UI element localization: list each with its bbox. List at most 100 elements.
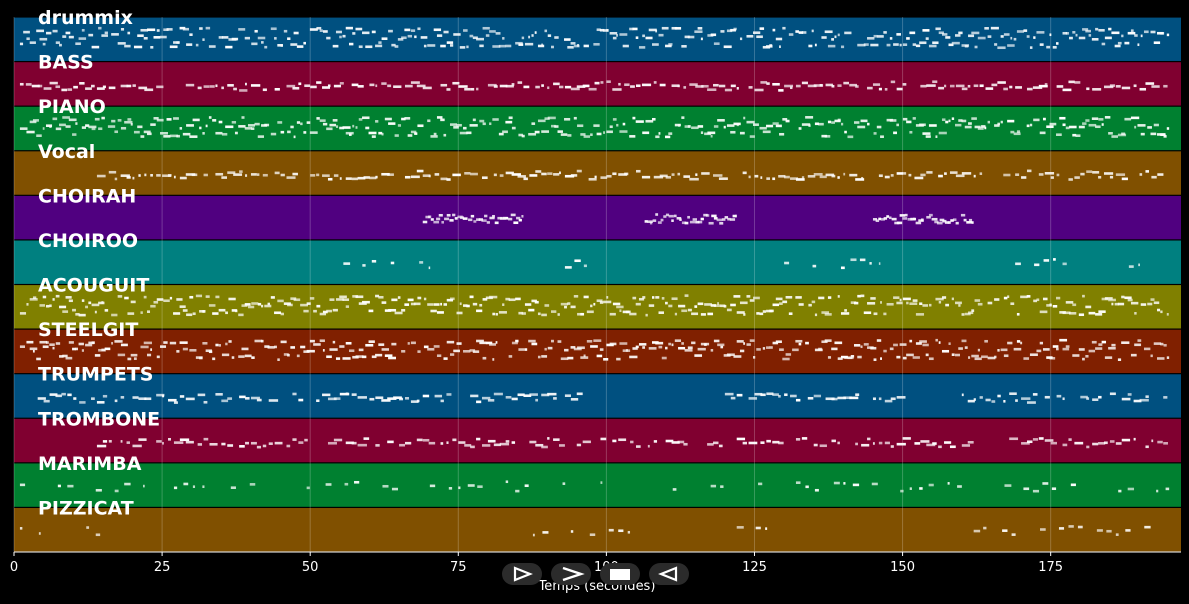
note xyxy=(292,392,297,396)
note xyxy=(487,399,495,402)
note xyxy=(981,125,986,128)
note xyxy=(72,347,77,351)
note xyxy=(860,294,865,298)
note xyxy=(678,124,681,127)
note xyxy=(208,45,216,48)
note xyxy=(348,133,352,136)
note xyxy=(150,348,153,351)
note xyxy=(928,483,934,487)
note xyxy=(91,84,95,88)
note xyxy=(1015,86,1023,89)
note xyxy=(596,28,601,32)
note xyxy=(908,173,912,177)
note xyxy=(713,83,719,87)
note xyxy=(274,311,282,315)
note xyxy=(55,394,62,398)
note xyxy=(912,299,918,302)
note xyxy=(1078,125,1085,129)
note xyxy=(695,85,704,88)
note xyxy=(687,346,693,350)
note xyxy=(300,345,306,349)
note xyxy=(111,313,118,317)
note xyxy=(834,341,843,345)
note xyxy=(169,45,178,49)
note xyxy=(335,125,339,128)
note xyxy=(1160,310,1163,314)
note xyxy=(280,173,285,177)
note xyxy=(1088,311,1096,315)
stop-button[interactable] xyxy=(600,563,640,585)
note xyxy=(369,83,375,87)
note xyxy=(212,357,216,361)
note xyxy=(286,176,296,179)
note xyxy=(375,84,378,88)
note xyxy=(857,125,866,129)
note xyxy=(225,311,228,315)
note xyxy=(909,487,912,490)
note xyxy=(807,84,817,88)
note xyxy=(521,134,525,138)
note xyxy=(873,312,878,316)
note xyxy=(327,441,337,445)
note xyxy=(94,354,101,357)
note xyxy=(684,349,693,352)
note xyxy=(941,296,947,299)
note xyxy=(163,135,171,138)
note xyxy=(456,123,462,127)
note xyxy=(813,173,823,176)
note xyxy=(98,26,102,30)
note xyxy=(1101,42,1106,46)
play-button[interactable] xyxy=(502,563,542,585)
note xyxy=(831,439,836,443)
note xyxy=(671,441,680,444)
note xyxy=(1104,297,1113,300)
note xyxy=(55,342,61,345)
forward-button[interactable] xyxy=(551,563,591,585)
note xyxy=(766,346,770,349)
note xyxy=(120,126,127,130)
note xyxy=(484,214,488,218)
note xyxy=(511,83,515,86)
note xyxy=(453,33,461,36)
note xyxy=(280,130,285,134)
note xyxy=(697,302,704,306)
note xyxy=(795,30,799,33)
note xyxy=(736,87,739,90)
note xyxy=(720,345,724,349)
x-tick-label: 150 xyxy=(890,560,915,575)
note xyxy=(1124,117,1132,121)
note xyxy=(1036,31,1045,34)
note xyxy=(547,437,550,440)
note xyxy=(518,133,523,137)
note xyxy=(510,213,516,217)
note xyxy=(655,135,660,139)
note xyxy=(748,441,758,445)
note xyxy=(535,170,542,173)
track-label: PIZZICAT xyxy=(38,497,134,519)
note xyxy=(375,120,379,123)
note xyxy=(94,117,100,121)
note xyxy=(423,345,429,349)
note xyxy=(1098,343,1103,346)
note xyxy=(603,358,609,361)
note xyxy=(574,259,581,263)
note xyxy=(1165,487,1170,491)
note xyxy=(446,298,454,302)
note xyxy=(39,340,48,344)
note xyxy=(1130,29,1134,32)
note xyxy=(593,302,596,306)
note xyxy=(428,266,431,270)
note xyxy=(428,174,431,178)
note xyxy=(322,174,330,177)
reverse-button[interactable] xyxy=(649,563,689,585)
note xyxy=(636,445,641,448)
note xyxy=(283,29,288,33)
note xyxy=(769,309,774,313)
note xyxy=(884,175,890,179)
note xyxy=(609,31,618,35)
note xyxy=(1088,123,1097,127)
note xyxy=(570,174,578,177)
note xyxy=(365,45,373,49)
note xyxy=(890,397,896,401)
note xyxy=(950,219,954,222)
